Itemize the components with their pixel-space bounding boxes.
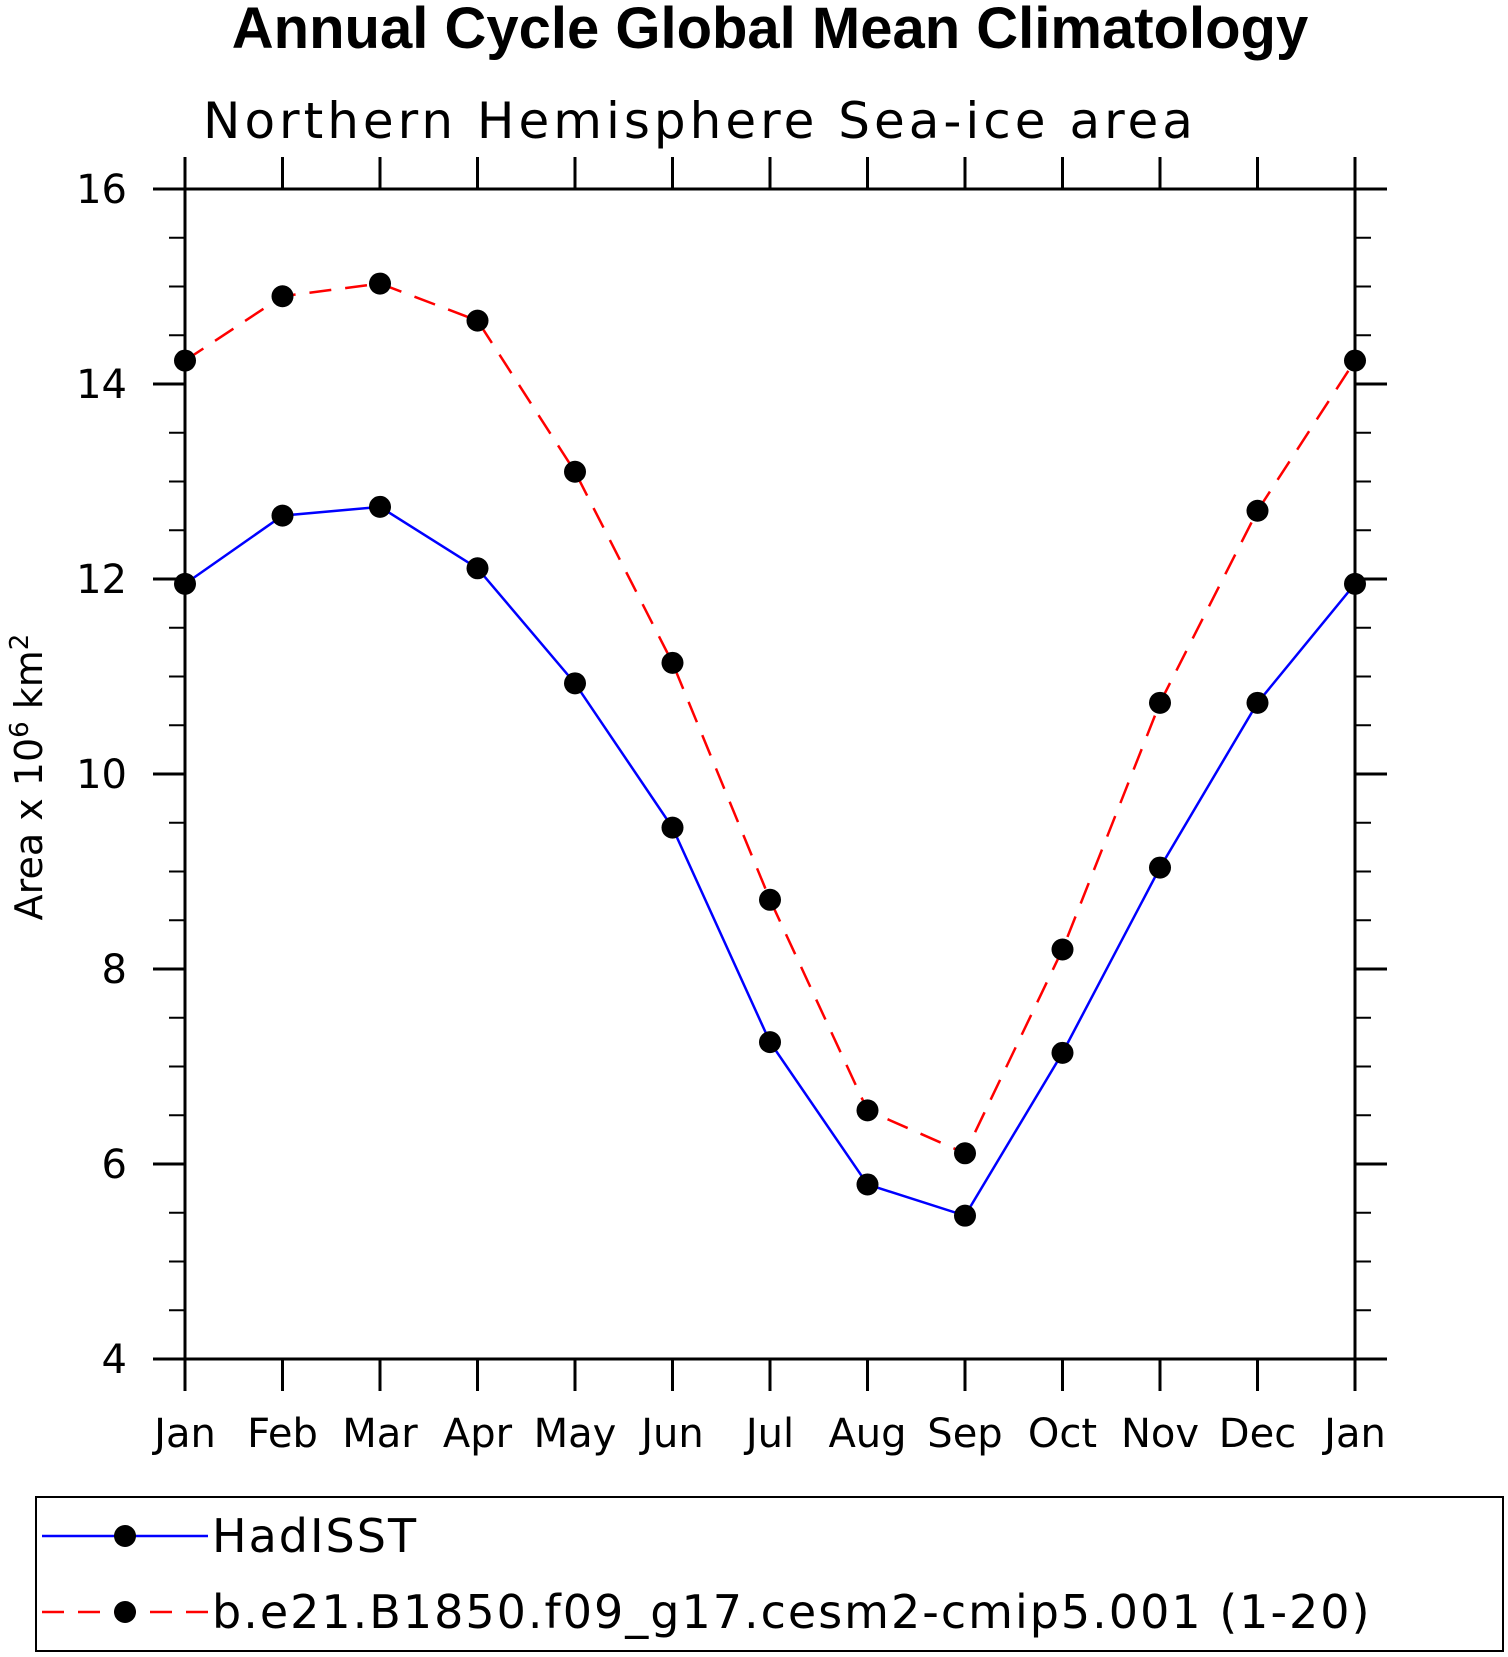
x-tick-label: Oct	[1028, 1411, 1097, 1457]
x-tick-label: Dec	[1219, 1411, 1296, 1457]
y-tick-label: 4	[102, 1337, 127, 1383]
x-tick-label: Aug	[828, 1411, 906, 1457]
series-1-point	[661, 651, 684, 674]
series-0-point	[174, 572, 196, 595]
x-tick-label: Apr	[443, 1411, 513, 1457]
chart-subtitle: Northern Hemisphere Sea-ice area	[203, 92, 1197, 150]
series-1-point	[954, 1142, 976, 1165]
legend-marker-hadisst	[114, 1525, 136, 1547]
series-0-point	[1344, 572, 1366, 595]
series-0-point	[1246, 691, 1269, 714]
y-tick-label: 10	[76, 752, 127, 798]
x-tick-label: Jun	[638, 1411, 704, 1457]
legend-label-hadisst: HadISST	[212, 1509, 418, 1563]
legend: HadISST b.e21.B1850.f09_g17.cesm2-cmip5.…	[35, 1496, 1504, 1652]
series-0-point	[1149, 856, 1171, 879]
series-1-point	[1149, 691, 1171, 714]
series-0-point	[856, 1173, 879, 1196]
series-1-point	[271, 285, 294, 308]
chart-title: Annual Cycle Global Mean Climatology	[232, 0, 1308, 61]
y-tick-label: 6	[102, 1142, 127, 1188]
x-tick-label: Mar	[342, 1411, 418, 1457]
series-0-point	[271, 504, 294, 527]
series-1-point	[856, 1099, 879, 1122]
series-1-point	[1051, 938, 1074, 961]
x-tick-label: Feb	[247, 1411, 318, 1457]
series-1-point	[1246, 499, 1269, 522]
series-0-point	[759, 1031, 781, 1054]
series-0-point	[564, 672, 586, 695]
series-0-point	[369, 495, 391, 518]
series-line-1	[184, 282, 1357, 1155]
series-0-point	[661, 816, 684, 839]
series-0-point	[954, 1204, 976, 1227]
series-1-point	[466, 309, 489, 332]
plot-frame	[183, 187, 1357, 1361]
series-0-point	[466, 557, 489, 580]
x-tick-label: Nov	[1121, 1411, 1199, 1457]
axis-ticks	[153, 157, 1387, 1391]
legend-label-cesm2: b.e21.B1850.f09_g17.cesm2-cmip5.001 (1-2…	[212, 1585, 1372, 1639]
x-tick-label: Jan	[151, 1411, 216, 1457]
y-tick-label: 14	[76, 362, 127, 408]
series-1-point	[174, 349, 196, 372]
x-tick-label: May	[534, 1411, 617, 1457]
x-tick-label: Sep	[927, 1411, 1002, 1457]
series-line-0	[184, 505, 1356, 1218]
y-tick-label: 8	[102, 947, 127, 993]
x-tick-label: Jan	[1321, 1411, 1386, 1457]
y-axis-label: Area x 106 km2	[5, 634, 51, 921]
series-1-point	[564, 460, 586, 483]
series-0-point	[1051, 1041, 1074, 1064]
legend-box	[35, 1496, 1504, 1652]
y-tick-label: 16	[76, 167, 127, 213]
x-tick-label: Jul	[743, 1411, 794, 1457]
series-1-point	[1344, 349, 1366, 372]
y-tick-labels: 4 6 8 10 12 14 16	[76, 167, 127, 1383]
series-1-point	[759, 888, 781, 911]
legend-marker-cesm2	[114, 1601, 136, 1623]
x-tick-labels: Jan Feb Mar Apr May Jun Jul Aug Sep Oct Nov Dec Jan	[151, 1411, 1386, 1457]
series-layer	[174, 272, 1366, 1227]
y-tick-label: 12	[76, 557, 127, 603]
series-1-point	[369, 272, 391, 295]
